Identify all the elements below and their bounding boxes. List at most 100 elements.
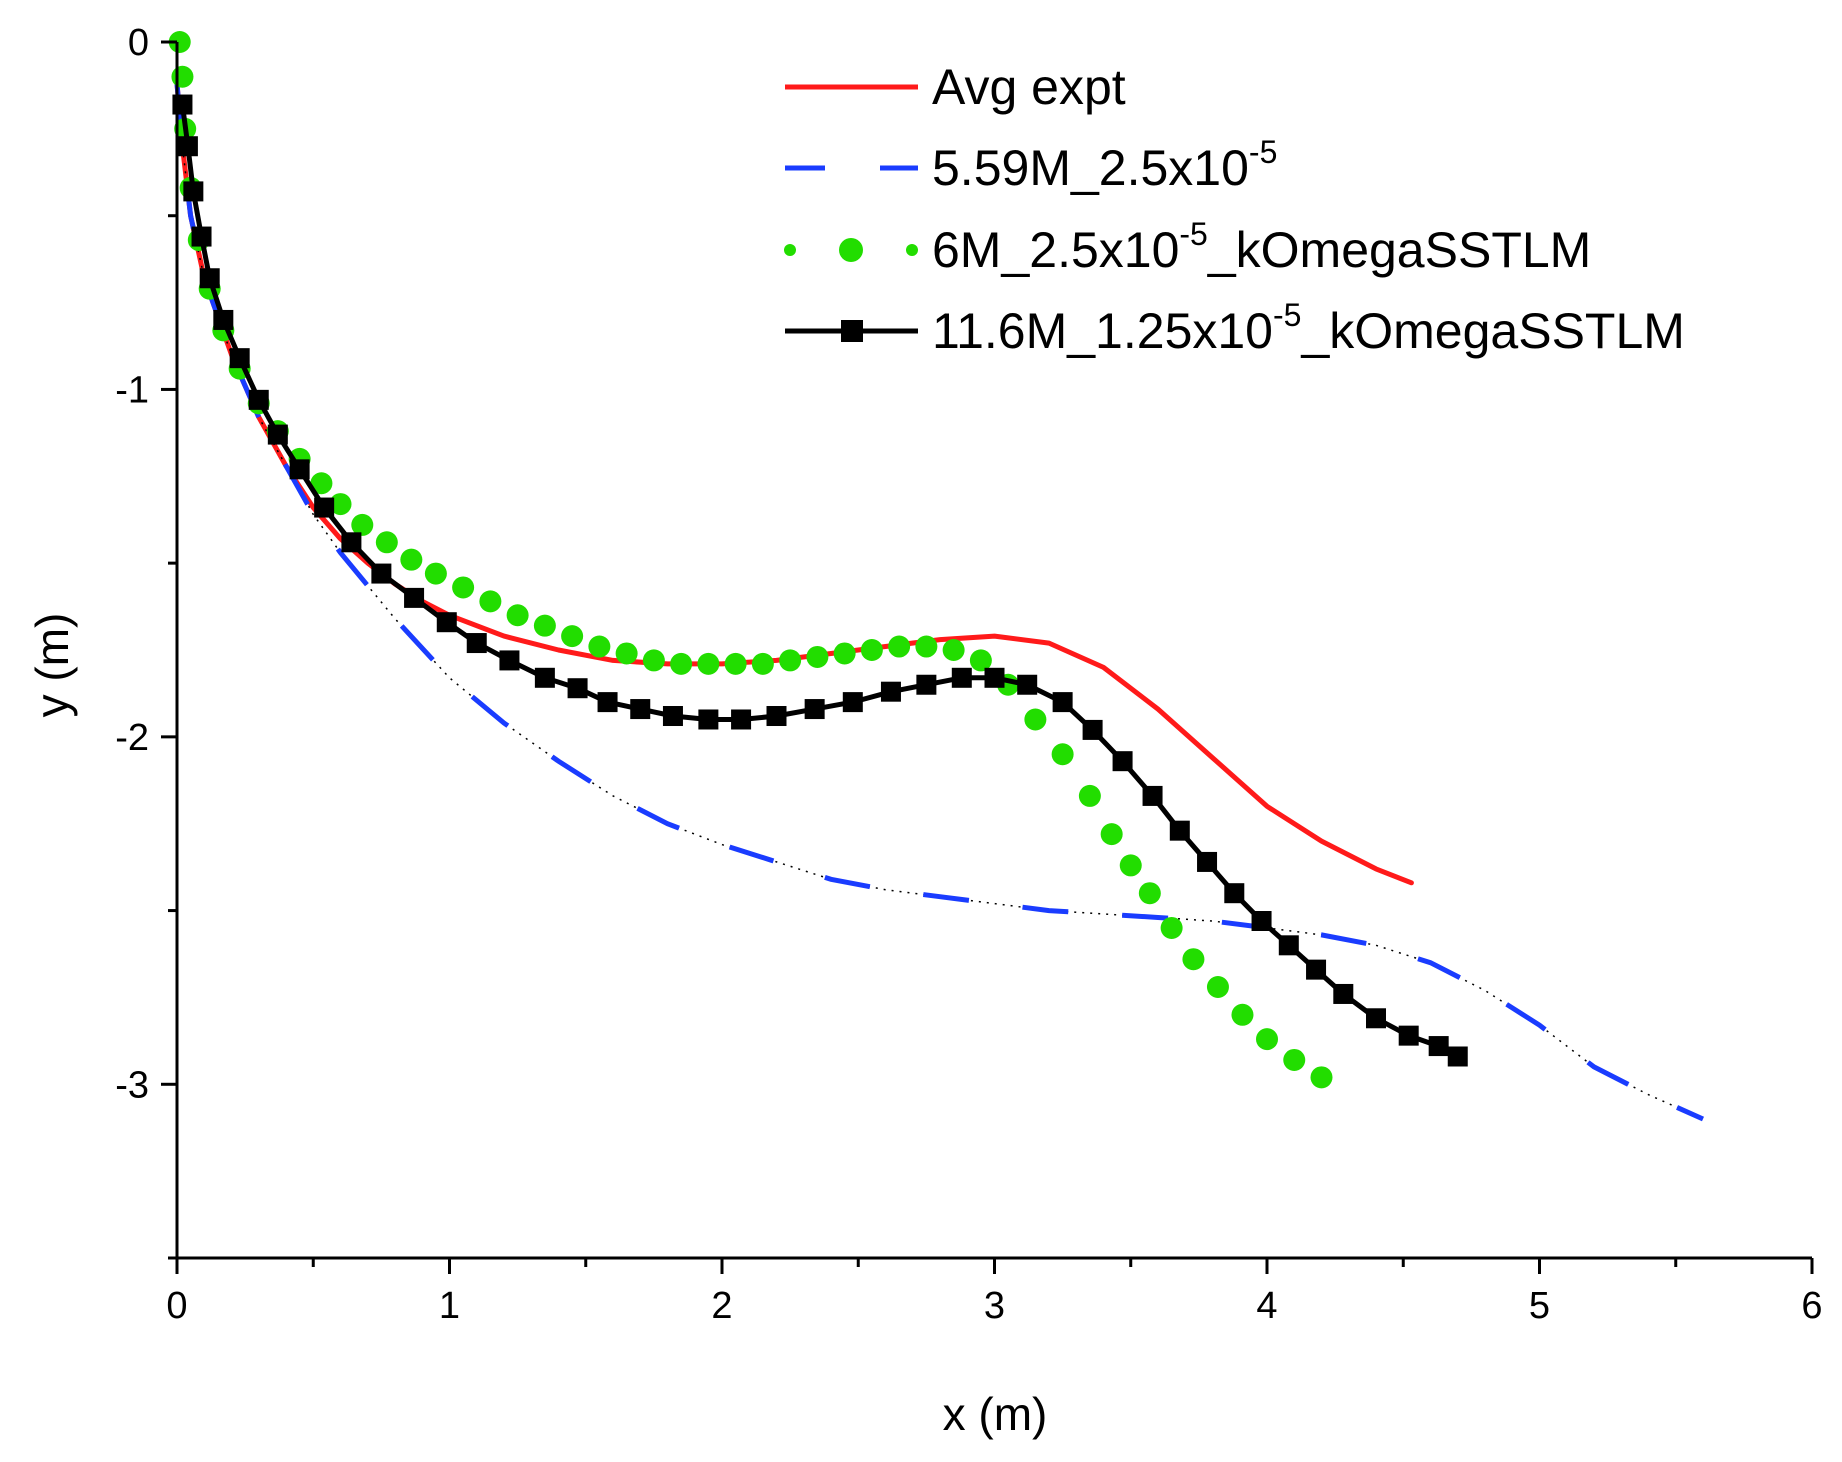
data-point (804, 699, 825, 720)
data-point (697, 652, 720, 675)
data-point (289, 459, 310, 480)
data-point (534, 667, 555, 688)
data-point (951, 667, 972, 688)
data-point (880, 681, 901, 702)
legend-label: 6M_2.5x10-5_kOmegaSSTLM (932, 216, 1591, 278)
data-point (916, 674, 937, 695)
data-point (779, 649, 802, 672)
data-point (670, 652, 693, 675)
legend: Avg expt 5.59M_2.5x10-5 6M_2.5x10-5_kOmega… (784, 59, 1685, 359)
y-tick-label: -3 (115, 1064, 149, 1106)
data-point (177, 136, 198, 157)
data-point (1256, 1028, 1278, 1051)
data-point (436, 612, 457, 633)
legend-exponent: -5 (1249, 134, 1277, 170)
data-point (833, 642, 856, 665)
legend-marker (839, 238, 863, 262)
y-tick-label: -2 (115, 717, 149, 759)
data-point (1142, 785, 1163, 806)
data-point (642, 649, 665, 672)
x-tick-label: 2 (711, 1285, 732, 1327)
data-point (248, 389, 269, 410)
legend-marker (784, 244, 796, 256)
data-point (1310, 1066, 1333, 1089)
data-point (452, 576, 475, 599)
data-point (806, 645, 829, 668)
data-point (533, 614, 556, 637)
legend-marker (906, 244, 918, 256)
data-point (1160, 916, 1183, 939)
x-axis-title: x (m) (943, 1388, 1048, 1440)
legend-entry-3: 11.6M_1.25x10-5_kOmegaSSTLM (785, 297, 1685, 359)
data-point (183, 181, 204, 202)
legend-suffix: _kOmegaSSTLM (1300, 303, 1684, 359)
data-point (1306, 959, 1327, 980)
data-point (1082, 719, 1103, 740)
data-point (375, 531, 398, 554)
y-axis-title: y (m) (26, 613, 78, 718)
legend-exponent: -5 (1179, 216, 1207, 252)
data-point (466, 633, 487, 654)
data-point (1197, 851, 1218, 872)
data-point (766, 706, 787, 727)
data-point (404, 587, 425, 608)
data-point (1398, 1025, 1419, 1046)
data-point (1447, 1046, 1468, 1067)
x-tick-label: 4 (1256, 1285, 1277, 1327)
data-point (751, 652, 774, 675)
x-tick-label: 3 (984, 1285, 1005, 1327)
data-point (615, 642, 638, 665)
data-point (329, 493, 352, 516)
data-point (171, 65, 194, 88)
data-point (1206, 976, 1229, 999)
data-point (1231, 1003, 1254, 1026)
y-tick-label: -1 (115, 369, 149, 411)
x-tick-label: 5 (1529, 1285, 1550, 1327)
data-point (984, 667, 1005, 688)
data-point (1119, 854, 1142, 877)
data-point (1024, 708, 1047, 731)
data-point (731, 709, 752, 730)
legend-label: Avg expt (932, 59, 1126, 115)
data-point (1100, 823, 1123, 846)
legend-entry-1: 5.59M_2.5x10-5 (785, 134, 1277, 196)
data-point (860, 639, 883, 661)
legend-entry-0: Avg expt (785, 59, 1126, 115)
data-point (172, 94, 193, 115)
plot-area (168, 31, 1705, 1122)
data-point (1366, 1008, 1386, 1029)
data-point (969, 649, 992, 672)
x-tick-label: 1 (439, 1285, 460, 1327)
data-point (400, 548, 423, 571)
data-point (1278, 935, 1299, 956)
data-point (597, 692, 618, 713)
data-point (698, 709, 719, 730)
data-point (842, 692, 863, 713)
series-3 (172, 94, 1468, 1067)
data-point (1138, 882, 1161, 905)
data-point (942, 639, 965, 661)
data-point (351, 513, 374, 536)
data-point (588, 635, 611, 658)
data-point (341, 532, 362, 553)
data-point (567, 678, 588, 699)
data-point (1112, 751, 1133, 772)
legend-entry-2: 6M_2.5x10-5_kOmegaSSTLM (784, 216, 1591, 278)
data-point (191, 226, 212, 247)
data-point (1052, 692, 1073, 713)
data-point (479, 590, 502, 613)
series-0 (174, 81, 1414, 886)
data-point (1333, 983, 1354, 1004)
data-point (1428, 1036, 1449, 1057)
data-point (499, 650, 520, 671)
data-point (915, 635, 938, 658)
data-point (1251, 910, 1272, 931)
data-point (724, 652, 747, 675)
data-point (506, 604, 529, 627)
data-point (424, 562, 447, 585)
data-point (1283, 1048, 1306, 1071)
data-point (371, 563, 392, 584)
data-point (1182, 948, 1205, 971)
y-tick-label: 0 (128, 22, 149, 64)
